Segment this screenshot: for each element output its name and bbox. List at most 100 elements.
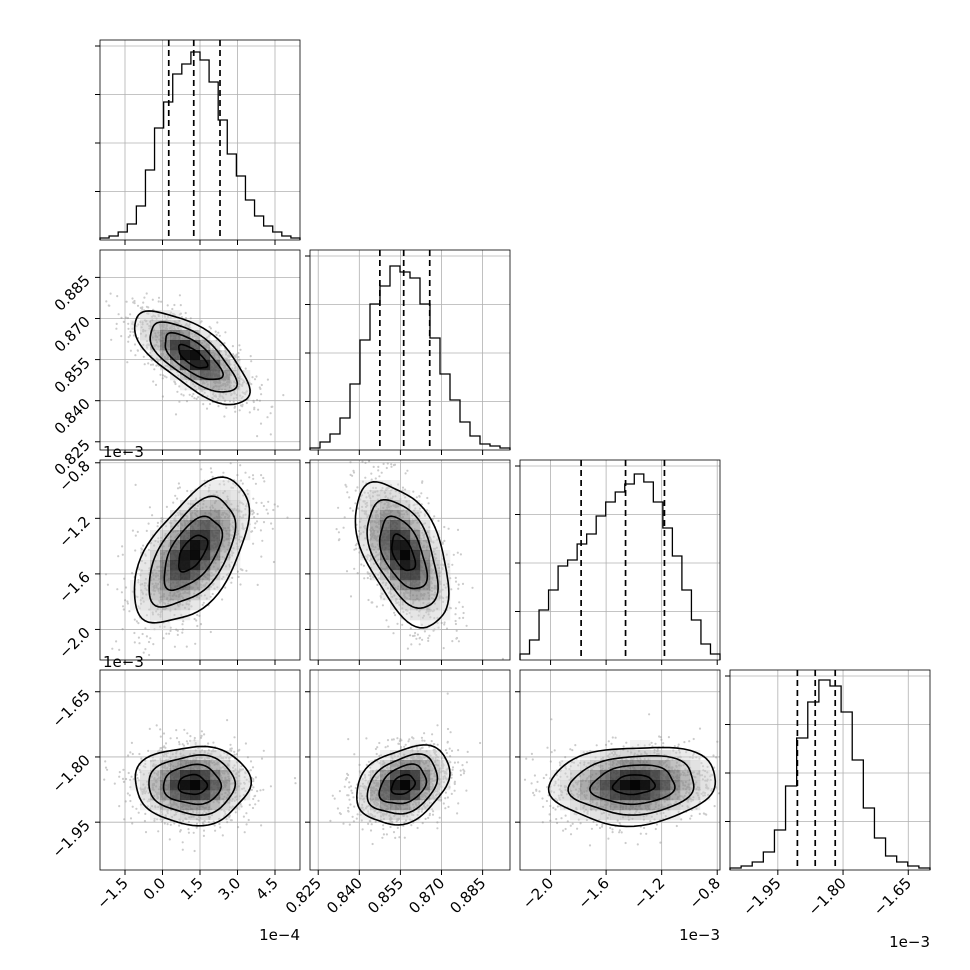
contour-line <box>164 331 225 381</box>
density-cell <box>640 770 651 781</box>
x-tick-label: −1.65 <box>870 874 915 919</box>
density-cell <box>570 770 581 781</box>
density-cell <box>180 770 191 781</box>
density-cell <box>360 490 371 501</box>
density-cell <box>600 800 611 811</box>
density-cell <box>150 790 161 801</box>
density-cell <box>390 510 401 521</box>
density-cell <box>430 530 441 541</box>
density-cell <box>150 750 161 761</box>
density-cell <box>230 790 241 801</box>
panel-frame <box>519 669 721 871</box>
density-cell <box>420 520 431 531</box>
density-cell <box>420 510 431 521</box>
density-cell <box>170 780 181 791</box>
x-offset-label: 1e−4 <box>259 926 300 944</box>
density-cell <box>420 610 431 621</box>
density-cell <box>640 800 651 811</box>
density-cell <box>240 510 251 521</box>
joint-panel-2-0 <box>99 459 301 661</box>
density-cell <box>210 810 221 821</box>
density-cell <box>680 790 691 801</box>
histogram-step <box>309 265 511 450</box>
density-cell <box>180 330 191 341</box>
hist-panel-1 <box>305 249 511 451</box>
y-tick-label: −1.65 <box>49 686 94 731</box>
density-cell <box>380 770 391 781</box>
density-cell <box>170 340 181 351</box>
density-cell <box>430 580 441 591</box>
density-cell <box>170 330 181 341</box>
density-cell <box>670 790 681 801</box>
density-cell <box>370 550 381 561</box>
density-cell <box>150 310 161 321</box>
density-cell <box>430 750 441 761</box>
density-cell <box>170 530 181 541</box>
density-cell <box>410 770 421 781</box>
density-cell <box>140 580 151 591</box>
density-cell <box>430 600 441 611</box>
panel-frame <box>729 669 931 871</box>
x-tick-label: −1.6 <box>574 874 612 912</box>
density-cell <box>240 500 251 511</box>
density-cell <box>400 590 411 601</box>
density-cell <box>190 540 201 551</box>
density-cell <box>230 540 241 551</box>
density-cell <box>650 790 661 801</box>
density-cell <box>180 560 191 571</box>
density-cell <box>230 550 241 561</box>
density-cell <box>400 520 411 531</box>
y-tick-label: −1.80 <box>49 751 94 796</box>
density-cell <box>620 750 631 761</box>
density-cell <box>190 360 201 371</box>
density-cell <box>360 790 371 801</box>
density-cell <box>180 780 191 791</box>
panel-frame <box>309 249 511 451</box>
x-tick-label: −1.5 <box>93 874 131 912</box>
density-cell <box>160 320 171 331</box>
density-cell <box>180 590 191 601</box>
density-cell <box>140 780 151 791</box>
density-cell <box>200 480 211 491</box>
contour-line <box>378 763 428 805</box>
density-cell <box>660 780 671 791</box>
x-tick-label: 1.5 <box>177 874 207 904</box>
density-cell <box>230 360 241 371</box>
density-cell <box>140 610 151 621</box>
density-cell <box>440 610 451 621</box>
y-tick-label: −1.6 <box>55 568 93 606</box>
contour-line <box>378 515 429 590</box>
x-tick-label: 3.0 <box>215 874 245 904</box>
density-cell <box>680 750 691 761</box>
panel-bg <box>730 670 930 870</box>
contour-line <box>366 499 439 610</box>
density-cell <box>200 380 211 391</box>
density-cell <box>430 590 441 601</box>
density-cell <box>200 530 211 541</box>
density-cell <box>410 610 421 621</box>
density-cell <box>420 790 431 801</box>
density-cell <box>160 600 171 611</box>
contour-line <box>148 754 237 817</box>
density-cell <box>170 800 181 811</box>
panel-bg <box>520 460 720 660</box>
density-cell <box>690 780 701 791</box>
density-cell <box>660 760 671 771</box>
density-cell <box>160 350 171 361</box>
y-tick-label: 0.885 <box>51 271 94 314</box>
density-cell <box>560 780 571 791</box>
x-tick-label: −1.2 <box>630 874 668 912</box>
density-cell <box>140 340 151 351</box>
contour-line <box>611 774 657 796</box>
density-cell <box>220 810 231 821</box>
density-cell <box>610 760 621 771</box>
density-cell <box>690 790 701 801</box>
density-cell <box>150 800 161 811</box>
density-cell <box>180 810 191 821</box>
density-cell <box>610 800 621 811</box>
x-tick-label: 0.825 <box>282 874 325 917</box>
y-tick-label: −1.2 <box>55 512 93 550</box>
density-cell <box>400 610 411 621</box>
density-cell <box>370 780 381 791</box>
density-cell <box>210 360 221 371</box>
